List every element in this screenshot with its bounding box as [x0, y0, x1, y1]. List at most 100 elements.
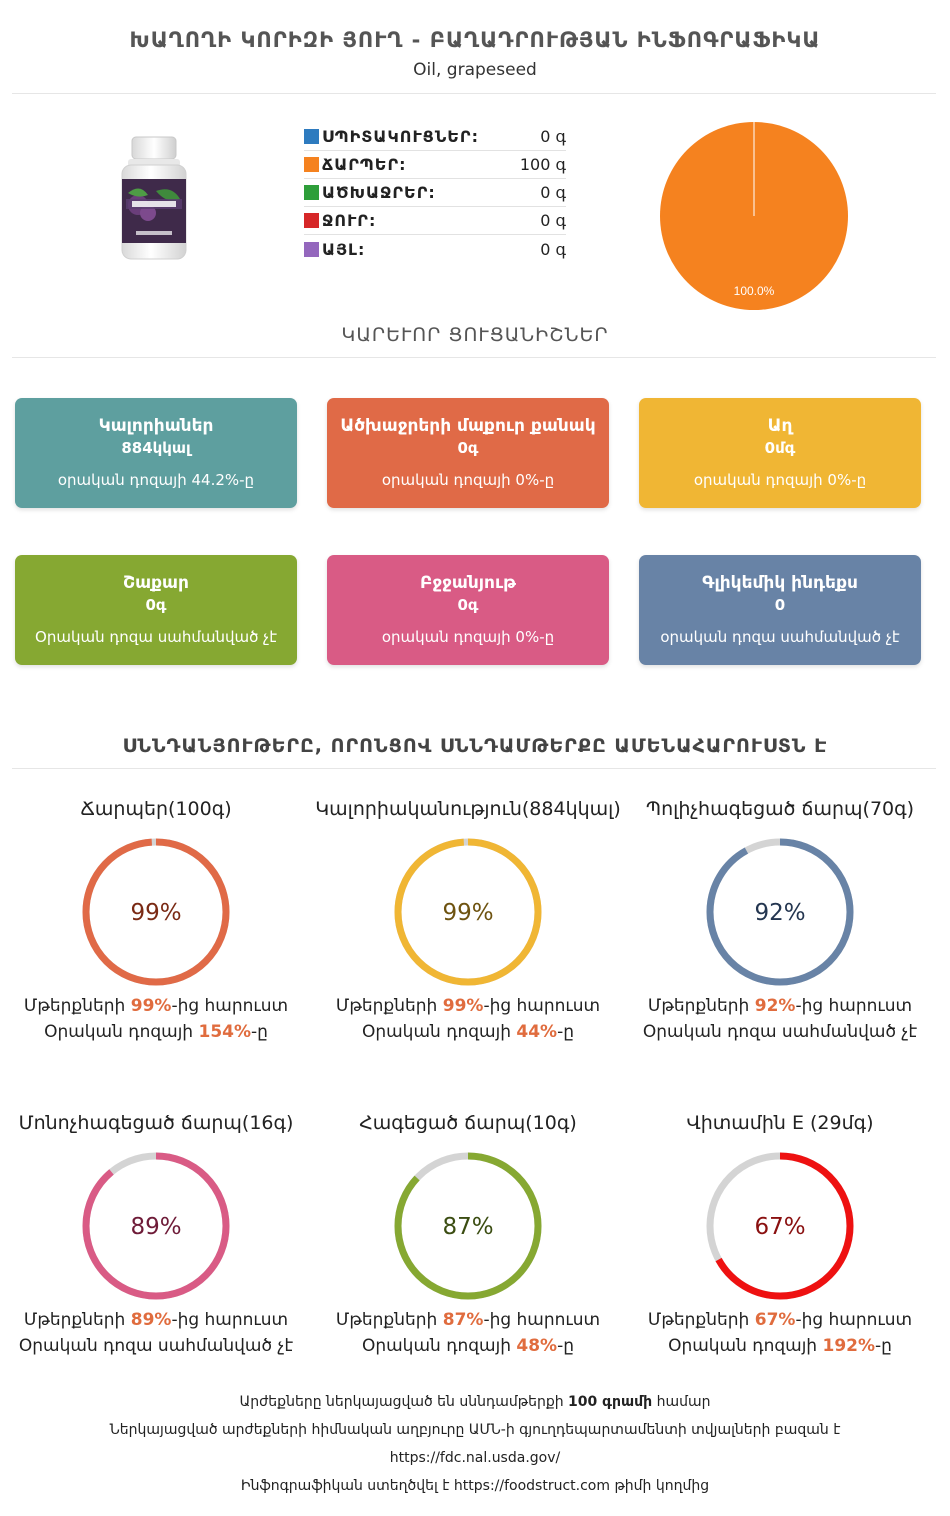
ring-fill: [706, 1152, 854, 1300]
ring-percent-label: 67%: [754, 1214, 805, 1240]
foodstruct-link[interactable]: https://foodstruct.com: [453, 1478, 610, 1494]
card-value: 0գ: [145, 596, 167, 614]
ring-chart: 92%: [706, 838, 854, 986]
card-daily-note: օրական դոզայի 0%-ը: [693, 471, 867, 489]
macro-value: 100 գ: [519, 155, 566, 174]
macro-label: ՍՊԻՏԱԿՈՒՑՆԵՐ:: [322, 127, 479, 146]
ring-chart: 89%: [82, 1152, 230, 1300]
footer-note-per-100g: Արժեքները ներկայացված են սննդամթերքի 100…: [239, 1394, 711, 1410]
indicator-card: Շաքար 0գ Օրական դոզա սահմանված չէ: [15, 555, 297, 665]
macro-value: 0 գ: [540, 183, 566, 202]
macro-row: ԱԾԽԱՋՐԵՐ: 0 գ: [304, 179, 566, 207]
ring-fill: [82, 1152, 230, 1300]
footer-source-note: Ներկայացված արժեքների հիմնական աղբյուրը …: [109, 1422, 841, 1438]
indicator-card: Ածխաջրերի մաքուր քանակ 0գ օրական դոզայի 0%…: [327, 398, 609, 508]
rank-line: Մթերքների 89%-ից հարուստ: [23, 1310, 289, 1330]
macro-row: ՍՊԻՏԱԿՈՒՑՆԵՐ: 0 գ: [304, 123, 566, 151]
card-title: Գլիկեմիկ ինդեքս: [702, 573, 858, 593]
page-title: ԽԱՂՈՂԻ ԿՈՐԻԶԻ ՅՈՒՂ - ԲԱՂԱԴՐՈՒԹՅԱՆ ԻՆՖՈԳՐ…: [129, 28, 821, 52]
divider: [12, 768, 936, 769]
macro-row: ՋՈՒՐ: 0 գ: [304, 207, 566, 235]
legend-swatch: [304, 157, 319, 172]
card-title: Ածխաջրերի մաքուր քանակ: [340, 416, 596, 436]
card-title: Շաքար: [123, 573, 189, 593]
macro-value: 0 գ: [540, 127, 566, 146]
card-daily-note: օրական դոզա սահմանված չէ: [660, 628, 900, 646]
daily-value-line: Օրական դոզա սահմանված չէ: [642, 1022, 918, 1042]
card-value: 0գ: [457, 596, 479, 614]
macro-label: ԱԾԽԱՋՐԵՐ:: [322, 183, 436, 202]
card-daily-note: օրական դոզայի 0%-ը: [381, 471, 555, 489]
macro-pie-chart: 100.0%: [660, 122, 848, 310]
ring-fill: [394, 838, 542, 986]
indicator-card: Աղ 0մգ օրական դոզայի 0%-ը: [639, 398, 921, 508]
legend-swatch: [304, 241, 319, 257]
nutrient-title: Մոնոչհագեցած ճարպ(16գ): [18, 1112, 294, 1134]
legend-swatch: [304, 213, 319, 228]
ring-fill: [82, 838, 230, 986]
daily-value-line: Օրական դոզայի 48%-ը: [361, 1336, 575, 1356]
ring-percent-label: 99%: [130, 900, 181, 926]
rank-line: Մթերքների 87%-ից հարուստ: [335, 1310, 601, 1330]
nutrient-gauge: Պոլիչհագեցած ճարպ(70գ) 92% Մթերքների 92%-ի…: [622, 798, 938, 1042]
ring-chart: 87%: [394, 1152, 542, 1300]
pie-slice-label: 100.0%: [734, 284, 775, 298]
rank-line: Մթերքների 99%-ից հարուստ: [335, 996, 601, 1016]
nutrient-title: Ճարպեր(100գ): [80, 798, 232, 820]
nutrient-gauge: Կալորիականություն(884կկալ) 99% Մթերքների 9…: [310, 798, 626, 1042]
legend-swatch: [304, 129, 319, 144]
footer-source-link[interactable]: https://fdc.nal.usda.gov/: [389, 1450, 561, 1466]
card-title: Բջջանյութ: [420, 573, 516, 593]
nutrient-title: Կալորիականություն(884կկալ): [315, 798, 621, 820]
ring-chart: 99%: [394, 838, 542, 986]
indicator-card: Կալորիաներ 884կկալ օրական դոզայի 44.2%-ը: [15, 398, 297, 508]
card-value: 0: [774, 596, 786, 614]
nutrient-title: Վիտամին E (29մգ): [686, 1112, 874, 1134]
ring-chart: 67%: [706, 1152, 854, 1300]
card-value: 0մգ: [764, 439, 796, 457]
nutrient-title: Հագեցած ճարպ(10գ): [359, 1112, 577, 1134]
indicator-card: Բջջանյութ 0գ օրական դոզայի 0%-ը: [327, 555, 609, 665]
nutrient-gauge: Վիտամին E (29մգ) 67% Մթերքների 67%-ից հարո…: [622, 1112, 938, 1356]
daily-value-line: Օրական դոզայի 192%-ը: [668, 1336, 892, 1356]
macro-row: ԱՅԼ: 0 գ: [304, 235, 566, 263]
food-name: Oil, grapeseed: [413, 60, 537, 80]
product-bottle-image: [121, 136, 187, 260]
ring-chart: 99%: [82, 838, 230, 986]
nutrient-gauge: Ճարպեր(100գ) 99% Մթերքների 99%-ից հարուստ Օ…: [0, 798, 314, 1042]
card-title: Կալորիաներ: [98, 416, 214, 436]
key-indicators-heading: ԿԱՐԵՒՈՐ ՑՈՒՑԱՆԻՇՆԵՐ: [341, 324, 609, 346]
card-title: Աղ: [767, 416, 793, 436]
macro-value: 0 գ: [540, 239, 566, 259]
divider: [12, 93, 936, 94]
daily-value-line: Օրական դոզայի 44%-ը: [361, 1022, 575, 1042]
rank-line: Մթերքների 67%-ից հարուստ: [647, 1310, 913, 1330]
ring-percent-label: 87%: [442, 1214, 493, 1240]
divider: [12, 357, 936, 358]
macro-label: ԱՅԼ:: [322, 239, 366, 259]
nutrient-title: Պոլիչհագեցած ճարպ(70գ): [645, 798, 915, 820]
rank-line: Մթերքների 99%-ից հարուստ: [23, 996, 289, 1016]
nutrient-gauge: Մոնոչհագեցած ճարպ(16գ) 89% Մթերքների 89%-ի…: [0, 1112, 314, 1356]
daily-value-line: Օրական դոզա սահմանված չէ: [18, 1336, 294, 1356]
indicator-card: Գլիկեմիկ ինդեքս 0 օրական դոզա սահմանված չէ: [639, 555, 921, 665]
ring-percent-label: 89%: [130, 1214, 181, 1240]
rich-nutrients-heading: ՍՆՆԴԱՆՅՈՒԹԵՐԸ, ՈՐՈՆՑՈՎ ՍՆՆԴԱՄԹԵՐՔԸ ԱՄԵՆԱ…: [122, 735, 828, 757]
card-daily-note: Օրական դոզա սահմանված չէ: [35, 628, 277, 646]
legend-swatch: [304, 185, 319, 200]
card-daily-note: օրական դոզայի 0%-ը: [381, 628, 555, 646]
macro-label: ՃԱՐՊԵՐ:: [322, 155, 407, 174]
footer-credit: Ինֆոգրաֆիկան ստեղծվել է https://foodstru…: [240, 1478, 710, 1494]
ring-percent-label: 92%: [754, 900, 805, 926]
card-value: 0գ: [457, 439, 479, 457]
ring-fill: [706, 838, 854, 986]
macro-row: ՃԱՐՊԵՐ: 100 գ: [304, 151, 566, 179]
macro-value: 0 գ: [540, 211, 566, 230]
card-daily-note: օրական դոզայի 44.2%-ը: [57, 471, 255, 489]
macronutrient-table: ՍՊԻՏԱԿՈՒՑՆԵՐ: 0 գ ՃԱՐՊԵՐ: 100 գ ԱԾԽԱՋՐԵՐ: 0 գ…: [304, 123, 566, 263]
daily-value-line: Օրական դոզայի 154%-ը: [44, 1022, 268, 1042]
nutrient-gauge: Հագեցած ճարպ(10գ) 87% Մթերքների 87%-ից հար…: [310, 1112, 626, 1356]
card-value: 884կկալ: [121, 439, 191, 457]
ring-percent-label: 99%: [442, 900, 493, 926]
ring-fill: [394, 1152, 542, 1300]
